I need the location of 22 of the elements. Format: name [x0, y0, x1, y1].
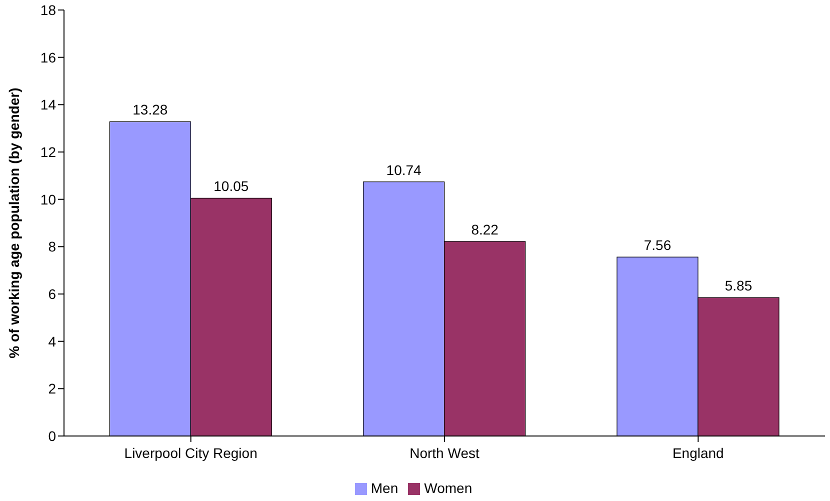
y-tick-label: 2: [48, 380, 56, 397]
x-tick-label: North West: [410, 444, 480, 461]
data-label: 7.56: [644, 237, 672, 254]
legend-label: Men: [370, 480, 398, 496]
y-tick-label: 0: [48, 428, 56, 444]
y-tick-label: 8: [48, 238, 56, 255]
y-tick-label: 4: [48, 333, 56, 350]
y-axis-title: % of working age population (by gender): [6, 88, 22, 358]
legend-label: Women: [424, 480, 472, 496]
y-tick-label: 18: [40, 2, 56, 18]
data-label: 5.85: [724, 278, 752, 294]
y-tick-label: 10: [40, 191, 56, 208]
y-tick-label: 6: [48, 286, 56, 302]
y-tick-label: 12: [40, 144, 56, 160]
data-label: 13.28: [132, 102, 168, 118]
y-tick-label: 16: [40, 49, 56, 66]
y-tick-label: 14: [40, 96, 56, 113]
data-label: 8.22: [471, 221, 499, 238]
data-label: 10.05: [214, 178, 249, 194]
x-tick-label: England: [672, 444, 724, 461]
x-tick-label: Liverpool City Region: [124, 444, 258, 461]
data-label: 10.74: [386, 162, 422, 178]
